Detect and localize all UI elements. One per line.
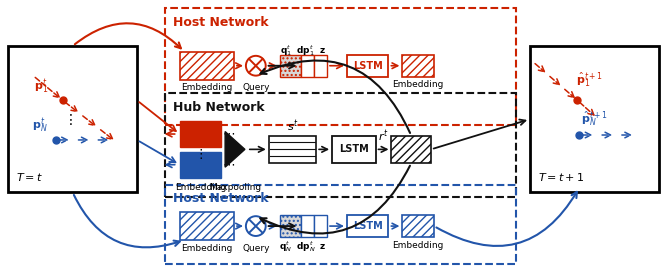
Text: Maxpooling: Maxpooling (209, 183, 261, 192)
Bar (165, 8, 516, 125)
Text: Embedding: Embedding (181, 244, 233, 253)
Bar (165, 185, 516, 264)
Bar (165, 93, 516, 197)
Text: Embedding: Embedding (175, 183, 226, 192)
Bar (402, 55, 434, 77)
Bar (392, 135, 431, 163)
Text: Host Network: Host Network (173, 192, 268, 205)
Bar (301, 215, 314, 237)
Bar (179, 121, 221, 147)
Bar (530, 46, 658, 192)
Bar (314, 55, 327, 77)
Text: $\hat{\mathbf{p}}^{t+1}_N$: $\hat{\mathbf{p}}^{t+1}_N$ (582, 110, 608, 129)
Text: $\mathbf{p}^t_1$: $\mathbf{p}^t_1$ (34, 77, 48, 96)
Bar (179, 212, 234, 240)
Text: $r^t$: $r^t$ (378, 129, 389, 144)
Bar (332, 135, 376, 163)
Bar (402, 215, 434, 237)
Text: $\hat{\mathbf{p}}^{t+1}_1$: $\hat{\mathbf{p}}^{t+1}_1$ (576, 71, 603, 90)
Text: $\mathbf{p}^t_N$: $\mathbf{p}^t_N$ (32, 117, 48, 135)
Text: $T = t+1$: $T = t+1$ (538, 171, 584, 183)
Text: ⋯: ⋯ (223, 158, 235, 171)
Bar (269, 135, 316, 163)
Text: Query: Query (242, 83, 269, 92)
Text: LSTM: LSTM (353, 221, 382, 231)
Text: ⋮: ⋮ (64, 113, 77, 127)
Bar (9, 46, 137, 192)
Text: ⋮: ⋮ (194, 148, 207, 161)
Text: $\mathbf{q}^t_1$  $\mathbf{dp}^t_1$  $\mathbf{z}$: $\mathbf{q}^t_1$ $\mathbf{dp}^t_1$ $\mat… (280, 43, 326, 58)
Text: $T = t$: $T = t$ (16, 171, 43, 183)
Bar (347, 215, 388, 237)
Text: ⋯: ⋯ (223, 127, 235, 141)
Text: Embedding: Embedding (181, 83, 233, 92)
Bar (314, 215, 327, 237)
Text: LSTM: LSTM (353, 61, 382, 71)
Bar (179, 52, 234, 80)
Polygon shape (225, 132, 245, 167)
Bar (347, 55, 388, 77)
Bar (279, 55, 301, 77)
Text: LSTM: LSTM (339, 144, 369, 154)
Text: Host Network: Host Network (173, 16, 268, 29)
Text: Query: Query (242, 244, 269, 253)
Text: Hub Network: Hub Network (173, 101, 264, 114)
Text: Embedding: Embedding (392, 241, 444, 250)
Text: $s^t$: $s^t$ (287, 119, 298, 134)
Text: Embedding: Embedding (392, 80, 444, 89)
Bar (179, 152, 221, 177)
Text: $\mathbf{q}^t_N$  $\mathbf{dp}^t_N$  $\mathbf{z}$: $\mathbf{q}^t_N$ $\mathbf{dp}^t_N$ $\mat… (279, 239, 327, 254)
Bar (279, 215, 301, 237)
Bar (301, 55, 314, 77)
